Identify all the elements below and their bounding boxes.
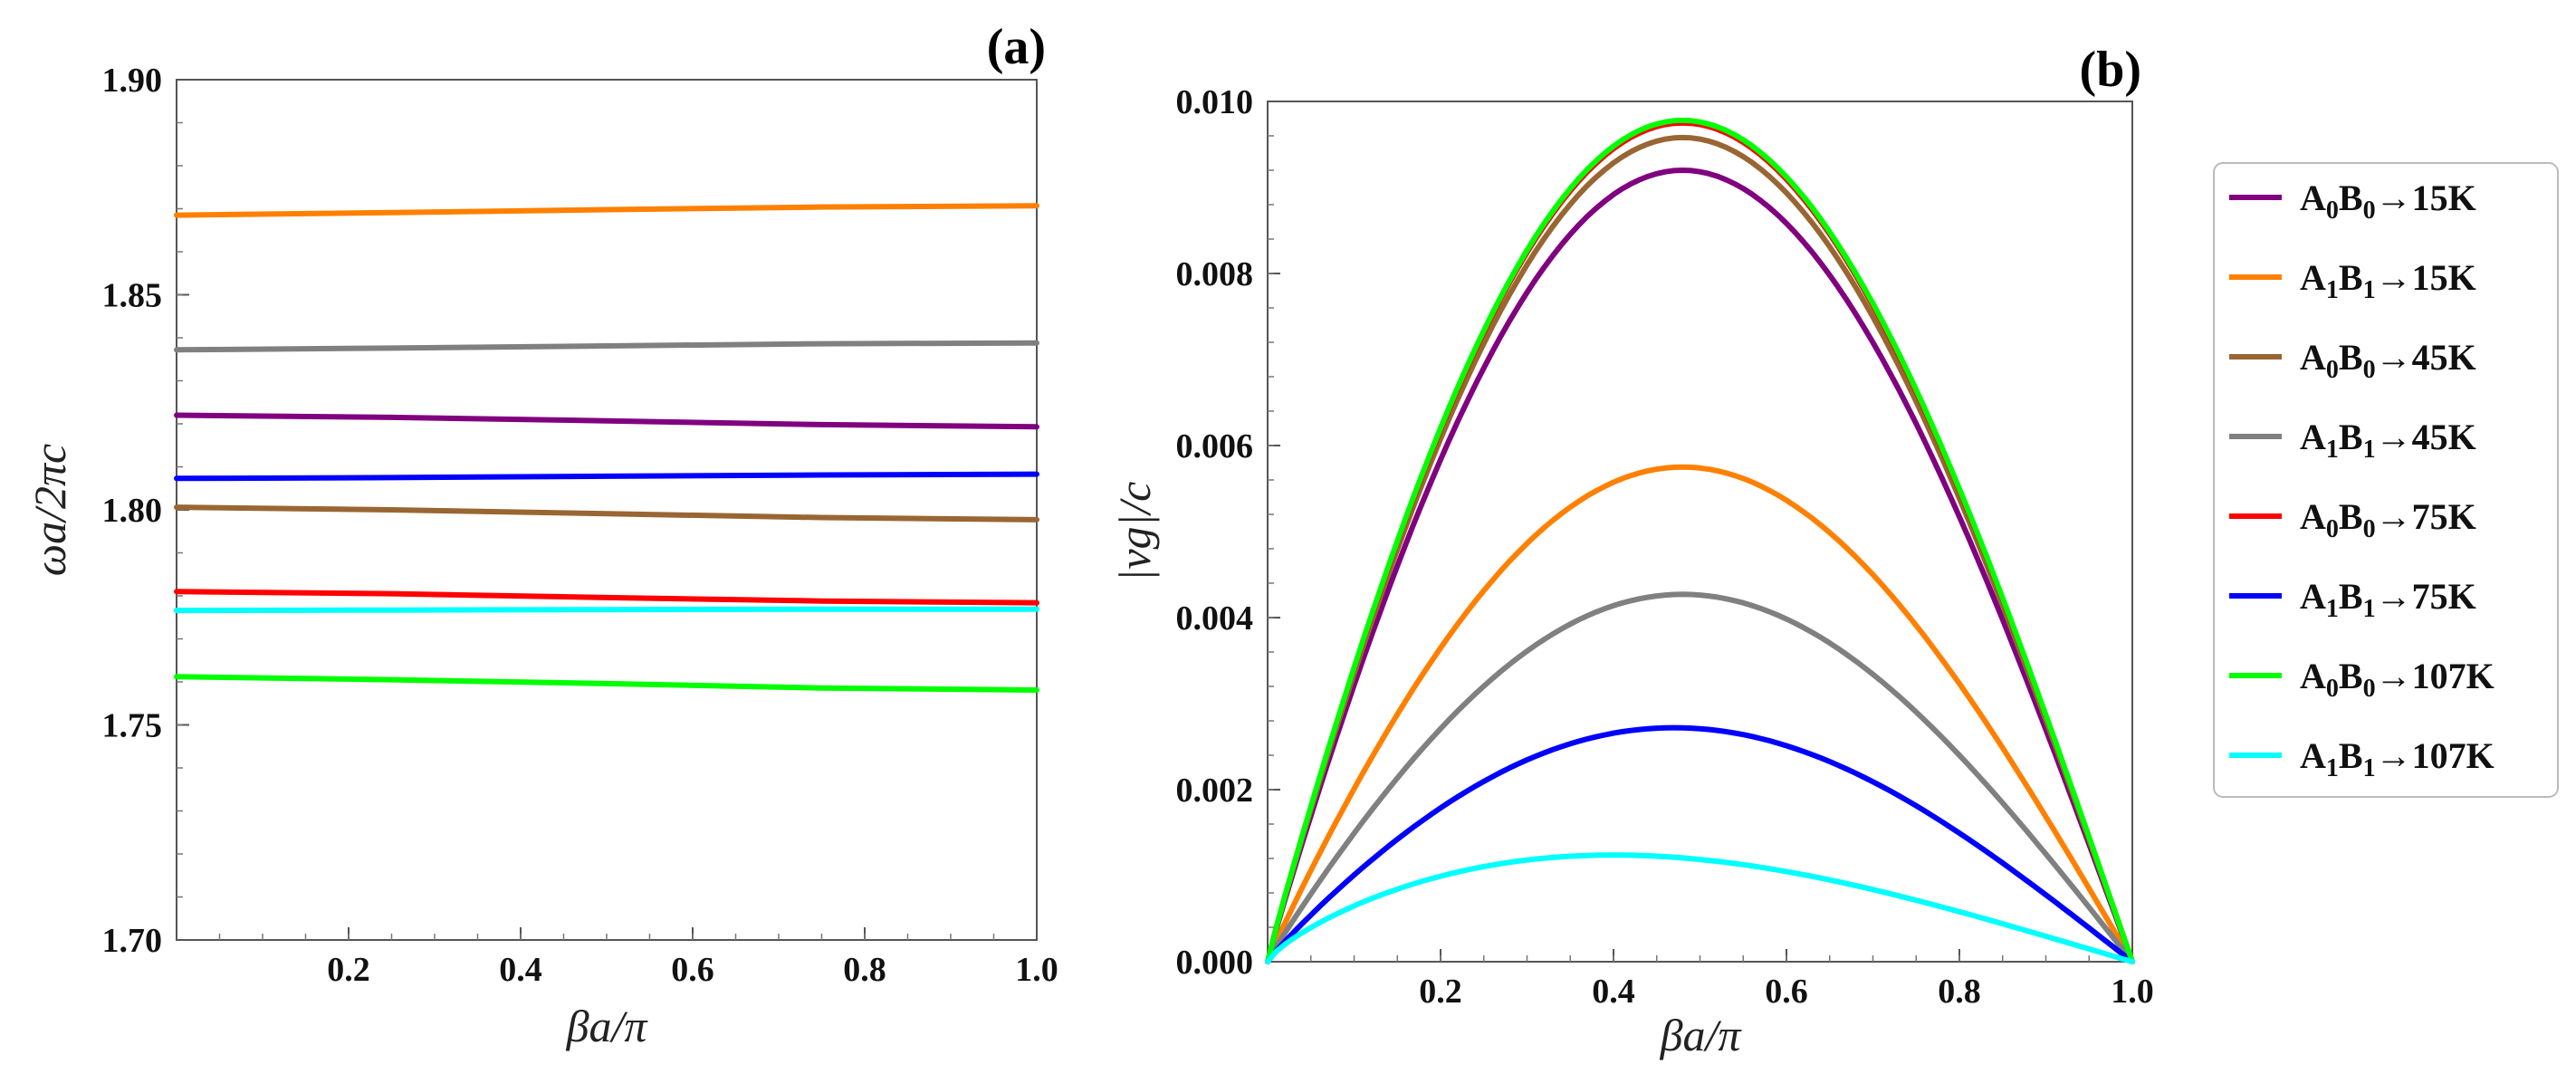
legend-entry-part: B bbox=[2339, 656, 2363, 696]
a-xtick-label: 0.2 bbox=[327, 951, 370, 989]
panel-a-label: (a) bbox=[987, 19, 1046, 75]
b-ytick-label: 0.008 bbox=[1176, 255, 1254, 293]
a-xtick-label: 0.4 bbox=[499, 951, 542, 989]
a-xtick-label: 0.8 bbox=[843, 951, 886, 989]
panel-b-frame bbox=[1267, 101, 2133, 963]
legend-entry-part: A bbox=[2300, 656, 2326, 696]
b-xtick-label: 1.0 bbox=[2111, 973, 2154, 1011]
legend-entry-part: 1 bbox=[2363, 436, 2376, 464]
legend-entry: A0B0→107K bbox=[2300, 656, 2495, 703]
legend-entry: A0B0→75K bbox=[2300, 496, 2476, 543]
legend-entry-part: 1 bbox=[2363, 754, 2376, 782]
legend-entry-part: →75K bbox=[2376, 576, 2476, 617]
legend-entry-part: →107K bbox=[2376, 735, 2495, 776]
legend-entry-part: 0 bbox=[2363, 197, 2376, 225]
panel-b-xlabel: βa/π bbox=[1660, 1010, 1743, 1060]
legend-entry-part: A bbox=[2300, 177, 2326, 218]
b-xtick-label: 0.2 bbox=[1419, 973, 1462, 1011]
legend-entry-part: B bbox=[2339, 177, 2363, 218]
legend-entry-part: B bbox=[2339, 337, 2363, 378]
b-ytick-label: 0.004 bbox=[1176, 599, 1254, 638]
legend-entry-part: 1 bbox=[2326, 276, 2339, 304]
b-series-line bbox=[1265, 117, 2135, 964]
legend-entry: A0B0→15K bbox=[2300, 177, 2476, 225]
legend-entry-part: A bbox=[2300, 496, 2326, 537]
legend-entry-part: 1 bbox=[2363, 276, 2376, 304]
panel-b-ylabel: |vg|/c bbox=[1109, 482, 1160, 582]
a-ytick-label: 1.75 bbox=[102, 707, 163, 745]
legend-entry-part: 0 bbox=[2363, 515, 2376, 543]
b-series-line bbox=[1265, 852, 2135, 964]
panel-a-ylabel: ωa/2πc bbox=[24, 444, 75, 576]
legend-entry-part: 0 bbox=[2326, 515, 2339, 543]
legend-entry-part: B bbox=[2339, 735, 2363, 776]
b-series-line bbox=[1265, 591, 2135, 964]
legend-entry-part: →45K bbox=[2376, 337, 2476, 378]
a-series-line bbox=[174, 203, 1039, 218]
a-series-line bbox=[174, 606, 1039, 614]
b-series-line bbox=[1265, 168, 2135, 964]
a-ytick-label: 1.70 bbox=[102, 922, 163, 960]
legend-entry-part: →45K bbox=[2376, 417, 2476, 457]
b-series-line bbox=[1265, 724, 2135, 964]
legend-entry-part: 1 bbox=[2326, 754, 2339, 782]
a-xtick-label: 0.6 bbox=[671, 951, 714, 989]
panel-b-label: (b) bbox=[2080, 42, 2141, 98]
a-series-line bbox=[174, 674, 1039, 693]
legend-entry: A0B0→45K bbox=[2300, 337, 2476, 384]
legend-entry: A1B1→45K bbox=[2300, 417, 2476, 464]
b-series-line bbox=[1265, 464, 2135, 964]
legend-entry-part: →15K bbox=[2376, 257, 2476, 298]
legend-entry-part: B bbox=[2339, 257, 2363, 298]
panel-a: (a) βa/π ωa/2πc 0.2 0.4 0.6 0.8 1.0 1.70 1.75 1… bbox=[24, 19, 1058, 1051]
a-series-line bbox=[174, 504, 1039, 523]
legend-entry: A1B1→75K bbox=[2300, 576, 2476, 623]
a-ytick-label: 1.85 bbox=[102, 277, 163, 315]
a-series-line bbox=[174, 340, 1039, 353]
legend-entry-part: →15K bbox=[2376, 177, 2476, 218]
legend-entry-part: B bbox=[2339, 576, 2363, 617]
legend-entry-part: A bbox=[2300, 417, 2326, 457]
legend-entry-part: 1 bbox=[2326, 595, 2339, 623]
b-xtick-label: 0.8 bbox=[1938, 973, 1981, 1011]
a-series-line bbox=[174, 471, 1039, 482]
b-ytick-label: 0.006 bbox=[1176, 427, 1254, 465]
panel-a-xlabel: βa/π bbox=[566, 1001, 649, 1051]
legend-entry-part: 1 bbox=[2326, 436, 2339, 464]
legend-entry: A1B1→107K bbox=[2300, 735, 2495, 782]
panel-b: (b) βa/π |vg|/c 0.2 0.4 0.6 0.8 1.0 0.000 0.00… bbox=[1109, 42, 2154, 1060]
legend-entry-part: A bbox=[2300, 337, 2326, 378]
legend-entry-part: 1 bbox=[2363, 595, 2376, 623]
b-ytick-label: 0.000 bbox=[1176, 944, 1254, 982]
b-ytick-label: 0.002 bbox=[1176, 772, 1254, 810]
legend-entry-part: B bbox=[2339, 496, 2363, 537]
a-ytick-label: 1.90 bbox=[102, 62, 163, 100]
b-xtick-label: 0.4 bbox=[1592, 973, 1635, 1011]
a-ytick-label: 1.80 bbox=[102, 492, 163, 530]
legend-entry-part: A bbox=[2300, 257, 2326, 298]
a-xtick-label: 1.0 bbox=[1015, 951, 1058, 989]
legend-entry-part: 0 bbox=[2326, 197, 2339, 225]
legend-entry: A1B1→15K bbox=[2300, 257, 2476, 304]
legend: A0B0→15KA1B1→15KA0B0→45KA1B1→45KA0B0→75K… bbox=[2213, 162, 2559, 798]
a-series-line bbox=[174, 412, 1039, 430]
b-ytick-label: 0.010 bbox=[1176, 83, 1254, 121]
legend-entry-part: 0 bbox=[2326, 675, 2339, 703]
legend-entry-part: 0 bbox=[2363, 356, 2376, 384]
legend-entry-part: →107K bbox=[2376, 656, 2495, 696]
legend-entry-part: B bbox=[2339, 417, 2363, 457]
b-xtick-label: 0.6 bbox=[1765, 973, 1808, 1011]
legend-entry-part: A bbox=[2300, 576, 2326, 617]
legend-entry-part: 0 bbox=[2363, 675, 2376, 703]
a-series-line bbox=[174, 589, 1039, 606]
legend-box bbox=[2213, 162, 2559, 798]
legend-entry-part: 0 bbox=[2326, 356, 2339, 384]
legend-entry-part: →75K bbox=[2376, 496, 2476, 537]
legend-entry-part: A bbox=[2300, 735, 2326, 776]
